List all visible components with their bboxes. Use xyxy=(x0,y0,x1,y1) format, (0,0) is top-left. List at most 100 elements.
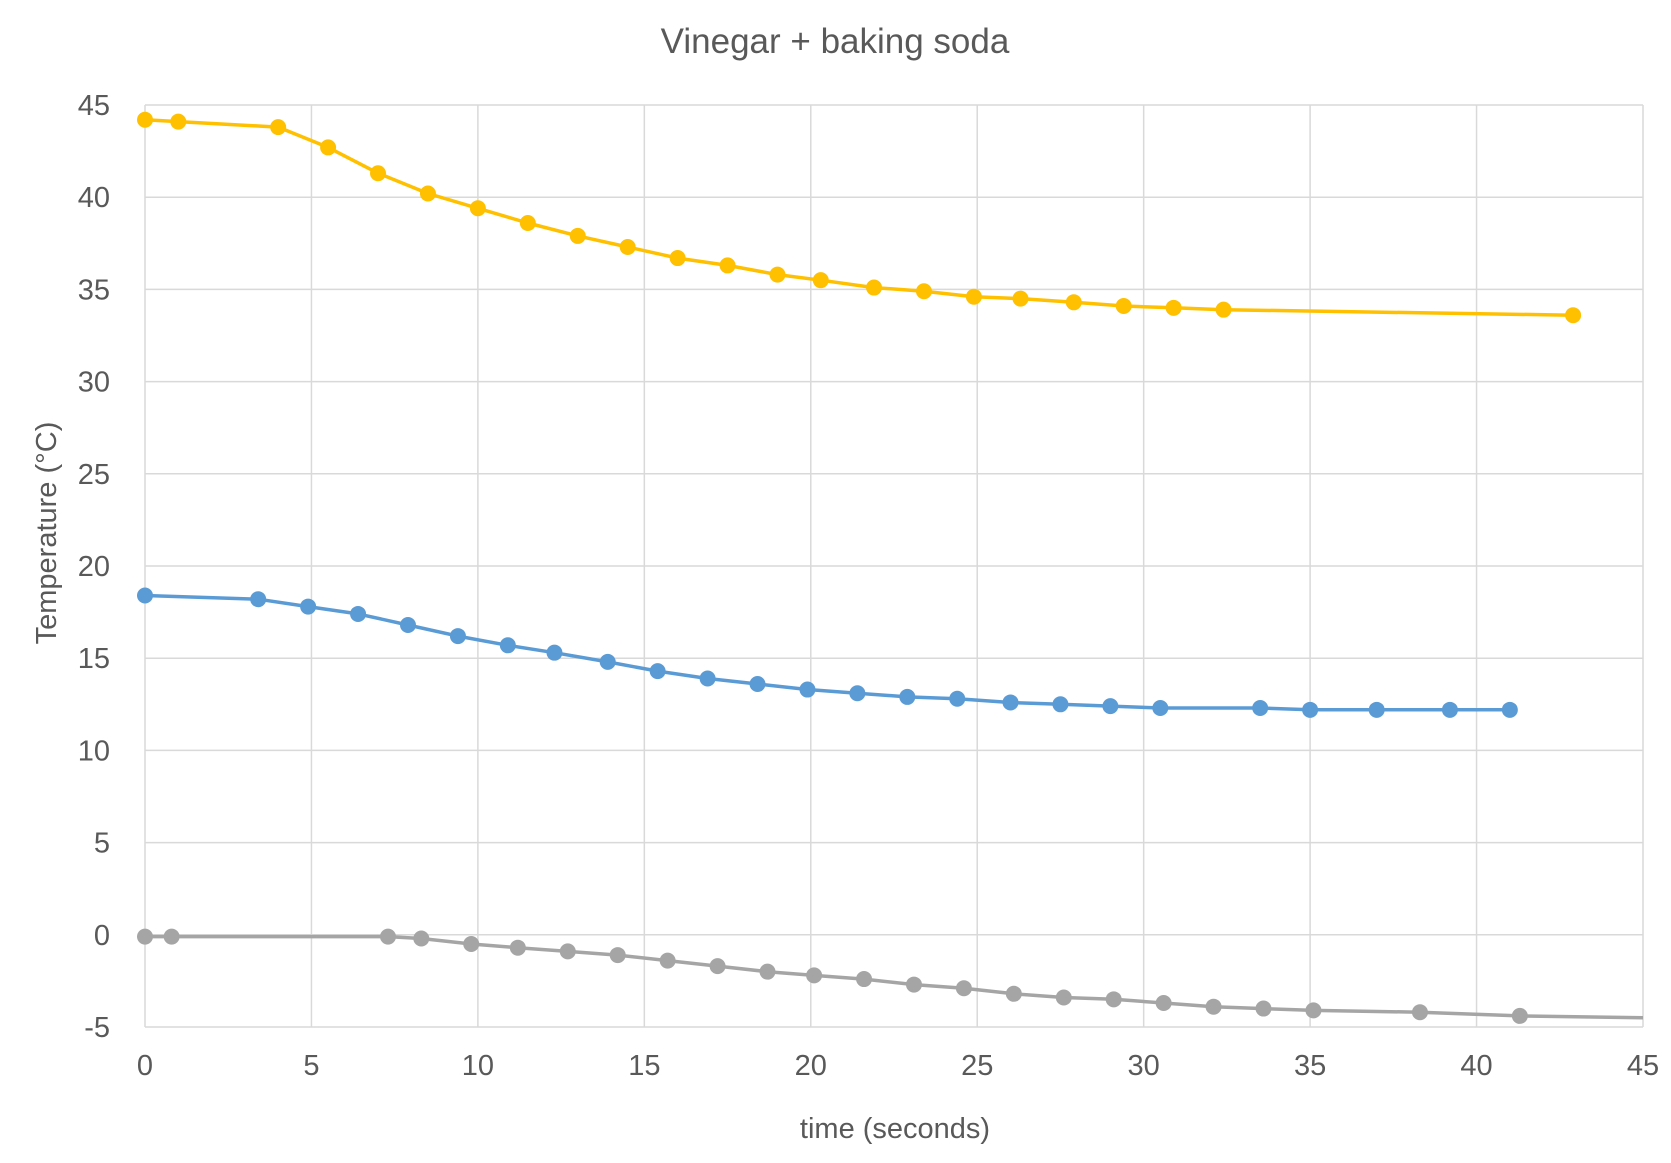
data-point xyxy=(659,952,676,969)
data-point xyxy=(300,598,317,615)
data-point xyxy=(449,628,466,645)
data-point xyxy=(1055,989,1072,1006)
data-point xyxy=(370,165,387,182)
data-point xyxy=(1441,701,1458,718)
data-series xyxy=(137,111,1644,1024)
tick-labels: -5 0 5 10 15 20 25 30 35 40 45 0 5 10 15 20 25 30 35 40 45 xyxy=(78,90,1659,1082)
series-1 xyxy=(137,111,1582,324)
data-point xyxy=(955,980,972,997)
data-point xyxy=(965,288,982,305)
data-point xyxy=(866,279,883,296)
data-point xyxy=(320,139,337,156)
data-point xyxy=(1302,701,1319,718)
x-tick-label: 0 xyxy=(137,1050,153,1082)
data-point xyxy=(1052,696,1069,713)
data-point xyxy=(719,257,736,274)
data-point xyxy=(905,976,922,993)
data-point xyxy=(599,653,616,670)
y-tick-label: 20 xyxy=(78,551,110,583)
y-tick-label: 40 xyxy=(78,182,110,214)
data-point xyxy=(463,936,480,953)
data-point xyxy=(1115,297,1132,314)
data-point xyxy=(1205,998,1222,1015)
data-point xyxy=(709,958,726,975)
data-point xyxy=(699,670,716,687)
data-point xyxy=(1411,1004,1428,1021)
y-axis-title: Temperature (°C) xyxy=(31,422,63,645)
y-tick-label: 45 xyxy=(78,90,110,122)
data-point xyxy=(519,215,536,232)
data-point xyxy=(419,185,436,202)
data-point xyxy=(899,688,916,705)
data-point xyxy=(1105,991,1122,1008)
data-point xyxy=(806,967,823,984)
data-point xyxy=(559,943,576,960)
y-tick-label: 15 xyxy=(78,643,110,675)
data-point xyxy=(1252,699,1269,716)
data-point xyxy=(1305,1002,1322,1019)
data-point xyxy=(619,238,636,255)
x-tick-label: 35 xyxy=(1294,1050,1326,1082)
data-point xyxy=(856,971,873,988)
data-point xyxy=(1012,290,1029,307)
data-point xyxy=(669,250,686,267)
data-point xyxy=(509,939,526,956)
data-point xyxy=(569,227,586,244)
y-tick-label: 10 xyxy=(78,735,110,767)
data-point xyxy=(799,681,816,698)
data-point xyxy=(915,283,932,300)
x-tick-label: 25 xyxy=(961,1050,993,1082)
data-point xyxy=(1215,301,1232,318)
data-point xyxy=(1255,1000,1272,1017)
y-tick-label: 30 xyxy=(78,367,110,399)
data-point xyxy=(137,587,153,604)
gridlines xyxy=(144,104,1644,1028)
data-point xyxy=(137,928,153,945)
data-point xyxy=(1565,307,1582,324)
data-point xyxy=(749,676,766,693)
data-point xyxy=(137,111,153,128)
data-point xyxy=(609,947,626,964)
data-point xyxy=(1065,294,1082,311)
x-tick-label: 15 xyxy=(628,1050,660,1082)
data-point xyxy=(812,272,829,289)
data-point xyxy=(250,591,267,608)
data-point xyxy=(399,617,416,634)
data-point xyxy=(499,637,516,654)
x-tick-label: 45 xyxy=(1627,1050,1659,1082)
y-tick-label: 35 xyxy=(78,274,110,306)
x-tick-label: 30 xyxy=(1128,1050,1160,1082)
x-tick-label: 40 xyxy=(1460,1050,1492,1082)
data-point xyxy=(649,663,666,680)
x-tick-label: 10 xyxy=(462,1050,494,1082)
data-point xyxy=(1002,694,1019,711)
data-point xyxy=(759,963,776,980)
data-point xyxy=(170,113,187,130)
data-point xyxy=(769,266,786,283)
data-point xyxy=(350,605,367,622)
chart-title: Vinegar + baking soda xyxy=(661,22,1010,61)
y-tick-label: -5 xyxy=(84,1012,110,1044)
y-tick-label: 5 xyxy=(94,828,110,860)
data-point xyxy=(163,928,180,945)
data-point xyxy=(949,690,966,707)
data-point xyxy=(270,119,287,136)
data-point xyxy=(1005,985,1022,1002)
data-point xyxy=(849,685,866,702)
data-point xyxy=(1368,701,1385,718)
data-point xyxy=(413,930,430,947)
y-tick-label: 25 xyxy=(78,459,110,491)
series-line xyxy=(144,118,1574,317)
series-3 xyxy=(137,928,1644,1024)
x-tick-label: 20 xyxy=(795,1050,827,1082)
series-2 xyxy=(137,587,1518,718)
data-point xyxy=(1511,1007,1528,1024)
series-line xyxy=(144,593,1510,712)
x-tick-label: 5 xyxy=(303,1050,319,1082)
x-axis-title: time (seconds) xyxy=(800,1113,990,1145)
data-point xyxy=(1165,299,1182,316)
y-tick-label: 0 xyxy=(94,920,110,952)
data-point xyxy=(380,928,397,945)
